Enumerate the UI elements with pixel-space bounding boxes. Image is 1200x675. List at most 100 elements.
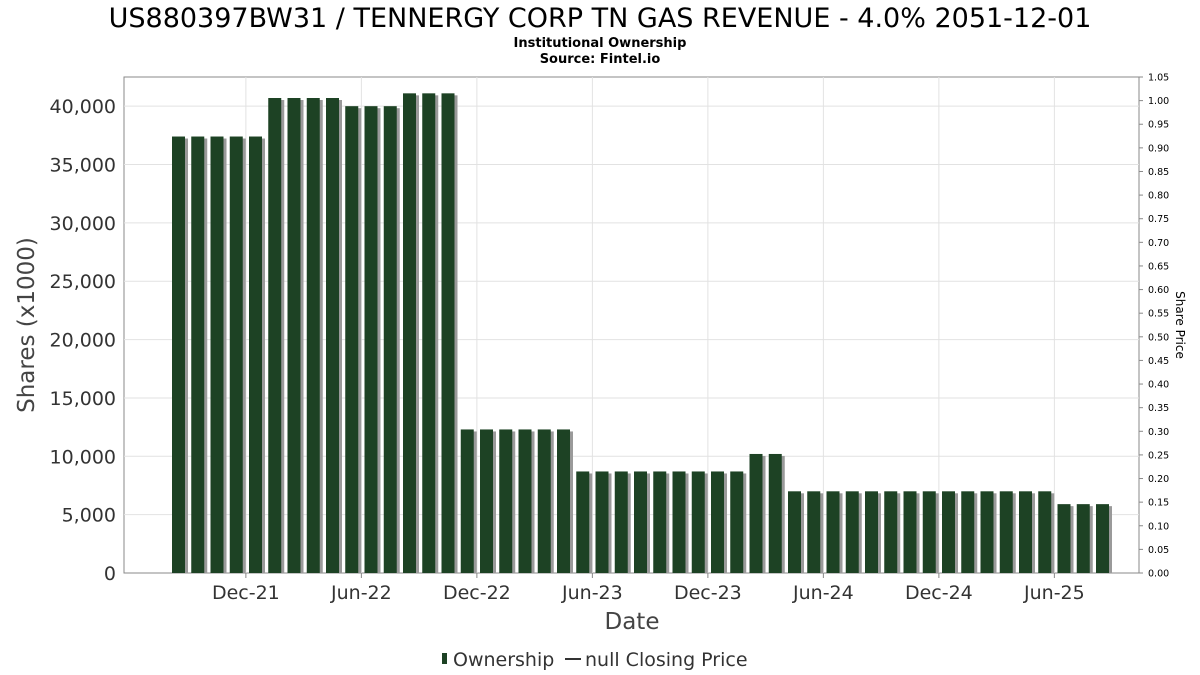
y-tick-label: 0	[104, 563, 116, 585]
ownership-bar	[1038, 491, 1052, 573]
ownership-bar	[1057, 504, 1071, 573]
y2-tick-label: 0.00	[1148, 569, 1169, 580]
ownership-bar	[768, 453, 782, 573]
ownership-bar	[903, 491, 917, 573]
y-axis-right-ticks: 0.00 0.05 0.10 0.15 0.20 0.25 0.30 0.35 0.40 0.45…	[1139, 73, 1169, 580]
ownership-bar	[788, 491, 801, 573]
ownership-bar	[1076, 504, 1090, 573]
ownership-bar	[653, 471, 667, 573]
ownership-bar	[845, 491, 859, 573]
ownership-bar	[749, 453, 763, 573]
x-tick-label: Dec-21	[212, 582, 280, 604]
y2-tick-label: 0.50	[1148, 332, 1169, 343]
ownership-bar	[191, 136, 205, 573]
ownership-bar	[306, 98, 320, 574]
y-tick-label: 35,000	[50, 155, 116, 177]
ownership-bar	[210, 136, 224, 573]
y-tick-label: 30,000	[50, 213, 116, 235]
ownership-bar	[1096, 504, 1109, 573]
ownership-bar	[287, 98, 301, 574]
ownership-bar	[691, 471, 705, 573]
chart-source: Source: Fintel.io	[540, 52, 661, 67]
ownership-bar	[557, 429, 570, 573]
ownership-bar	[826, 491, 840, 573]
ownership-bar	[383, 106, 397, 574]
ownership-bar	[922, 491, 936, 573]
ownership-bar	[229, 136, 243, 573]
y-tick-label: 20,000	[50, 330, 116, 352]
ownership-bar	[634, 471, 647, 573]
y-tick-label: 25,000	[50, 271, 116, 293]
x-tick-label: Dec-23	[674, 582, 742, 604]
y2-tick-label: 0.30	[1148, 427, 1169, 438]
ownership-bar	[980, 491, 994, 573]
ownership-bar	[460, 429, 474, 573]
ownership-bar	[595, 471, 609, 573]
ownership-bar	[441, 93, 455, 574]
y-tick-label: 15,000	[50, 388, 116, 410]
y2-tick-label: 0.45	[1148, 356, 1169, 367]
y2-tick-label: 0.85	[1148, 167, 1169, 178]
y2-tick-label: 0.15	[1148, 498, 1169, 509]
x-tick-label: Jun-23	[561, 582, 623, 604]
legend-price-label: null Closing Price	[585, 649, 748, 671]
y2-tick-label: 0.65	[1148, 261, 1169, 272]
ownership-bars	[172, 93, 1112, 574]
y2-tick-label: 0.05	[1148, 545, 1169, 556]
ownership-bar	[807, 491, 821, 573]
ownership-bar	[942, 491, 955, 573]
y2-tick-label: 0.75	[1148, 214, 1169, 225]
x-axis-ticks: Dec-21 Jun-22 Dec-22 Jun-23 Dec-23 Jun-24 Dec-…	[212, 573, 1085, 604]
y2-tick-label: 0.25	[1148, 450, 1169, 461]
x-tick-label: Jun-22	[330, 582, 392, 604]
ownership-bar	[403, 93, 416, 574]
y2-tick-label: 0.80	[1148, 191, 1169, 202]
y2-tick-label: 0.95	[1148, 120, 1169, 131]
y2-tick-label: 0.70	[1148, 238, 1169, 249]
chart-subtitle: Institutional Ownership	[514, 36, 687, 51]
y2-tick-label: 0.90	[1148, 143, 1169, 154]
legend: Ownership null Closing Price	[442, 649, 748, 671]
ownership-bar	[537, 429, 551, 573]
y-tick-label: 10,000	[50, 446, 116, 468]
ownership-bar	[480, 429, 493, 573]
y2-tick-label: 0.60	[1148, 285, 1169, 296]
y2-tick-label: 0.10	[1148, 521, 1169, 532]
ownership-bar	[865, 491, 878, 573]
ownership-bar	[364, 106, 378, 574]
y2-tick-label: 1.00	[1148, 96, 1169, 107]
ownership-bar	[172, 136, 185, 573]
ownership-bar	[711, 471, 724, 573]
ownership-bar	[249, 136, 262, 573]
ownership-bar	[326, 98, 339, 574]
legend-ownership-label: Ownership	[453, 649, 554, 671]
ownership-bar	[499, 429, 513, 573]
x-tick-label: Jun-25	[1023, 582, 1085, 604]
y-tick-label: 40,000	[50, 96, 116, 118]
y-tick-label: 5,000	[62, 505, 116, 527]
x-tick-label: Dec-24	[905, 582, 973, 604]
x-axis-label: Date	[605, 609, 660, 635]
y2-axis-label: Share Price	[1173, 291, 1187, 359]
ownership-bar	[884, 491, 898, 573]
x-tick-label: Jun-24	[792, 582, 854, 604]
ownership-bar	[961, 491, 975, 573]
chart-title: US880397BW31 / TENNERGY CORP TN GAS REVE…	[109, 3, 1092, 34]
ownership-bar	[730, 471, 744, 573]
ownership-bar	[518, 429, 532, 573]
y2-tick-label: 0.20	[1148, 474, 1169, 485]
y2-tick-label: 0.35	[1148, 403, 1169, 414]
ownership-bar	[614, 471, 628, 573]
ownership-bar	[576, 471, 590, 573]
y2-tick-label: 0.40	[1148, 380, 1169, 391]
ownership-bar	[1019, 491, 1032, 573]
y2-tick-label: 0.55	[1148, 309, 1169, 320]
ownership-bar	[268, 98, 282, 574]
x-gridlines	[245, 77, 1055, 573]
ownership-bar	[345, 106, 359, 574]
ownership-bar	[672, 471, 686, 573]
ownership-bar	[999, 491, 1013, 573]
legend-ownership-swatch	[442, 653, 447, 664]
y-axis-label: Shares (x1000)	[14, 237, 40, 413]
